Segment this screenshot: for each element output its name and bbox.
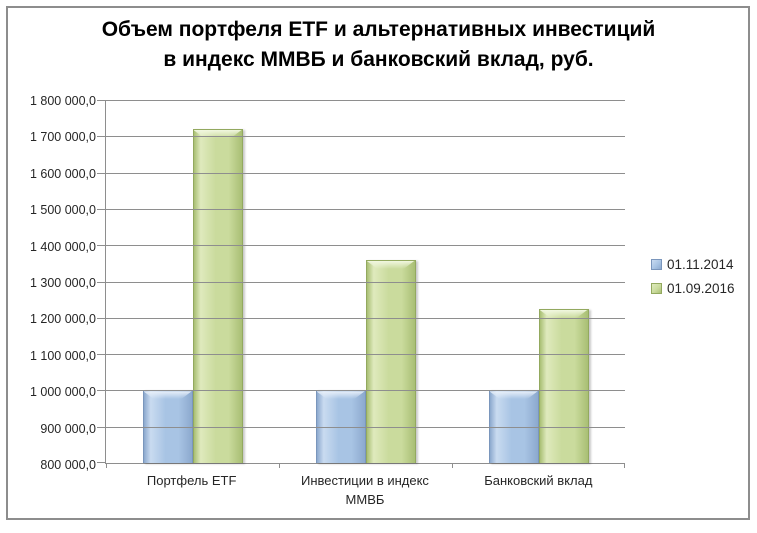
y-axis-tick xyxy=(97,100,105,101)
y-axis-label: 900 000,0 xyxy=(40,421,96,436)
gridline xyxy=(106,317,625,319)
y-axis-label: 1 800 000,0 xyxy=(29,94,96,108)
bar-01.09.2016-2 xyxy=(538,308,589,463)
plot-area xyxy=(97,100,625,468)
legend-label: 01.11.2014 xyxy=(667,257,734,272)
y-axis-tick xyxy=(97,281,105,283)
y-axis-label: 800 000,0 xyxy=(40,458,96,472)
y-axis-label: 1 100 000,0 xyxy=(29,348,96,363)
chart-title: Объем портфеля ETF и альтернативных инве… xyxy=(30,15,727,75)
x-axis-tick xyxy=(106,463,107,468)
legend-item: 01.09.2016 xyxy=(651,281,735,296)
legend-item: 01.11.2014 xyxy=(651,257,735,272)
y-axis-tick xyxy=(97,354,105,356)
gridline xyxy=(106,281,625,283)
x-axis-category-text: Портфель ETF xyxy=(146,473,237,488)
y-axis-label: 1 500 000,0 xyxy=(29,203,96,218)
x-axis-category-label: Банковский вклад xyxy=(452,471,625,509)
gridline xyxy=(106,245,625,247)
x-axis-tick xyxy=(278,463,280,468)
x-axis-category-text: Инвестиции в индекс ММВБ xyxy=(301,473,429,507)
y-axis-tick xyxy=(97,208,105,210)
y-axis-label: 1 000 000,0 xyxy=(29,385,96,400)
y-axis-label: 1 700 000,0 xyxy=(29,130,96,145)
gridline xyxy=(106,136,625,138)
y-axis-tick xyxy=(97,462,105,463)
x-axis-tick xyxy=(624,463,625,468)
y-axis-label: 1 200 000,0 xyxy=(29,312,96,327)
y-axis-labels: 800 000,0 900 000,0 1 000 000,0 1 100 000,0… xyxy=(0,94,96,472)
legend-label: 01.09.2016 xyxy=(667,281,735,296)
legend: 01.11.2014 01.09.2016 xyxy=(651,257,735,296)
y-axis-tick xyxy=(97,317,105,319)
legend-marker-icon xyxy=(651,283,662,294)
x-axis-category-label: Портфель ETF xyxy=(105,471,278,509)
y-axis-tick xyxy=(97,172,105,174)
legend-marker-icon xyxy=(651,259,662,270)
gridline xyxy=(106,426,625,428)
x-axis-labels: Портфель ETF Инвестиции в индекс ММВБ Банк… xyxy=(105,471,625,509)
y-axis-label: 1 400 000,0 xyxy=(29,239,96,254)
gridline xyxy=(106,354,625,356)
gridline xyxy=(106,172,625,174)
chart-title-line-2: в индекс ММВБ и банковский вклад, руб. xyxy=(163,48,594,71)
x-axis-tick xyxy=(452,463,453,468)
gridline xyxy=(106,100,625,101)
bar-01.09.2016-0 xyxy=(192,129,243,463)
y-axis-label: 1 300 000,0 xyxy=(29,276,96,290)
x-axis-category-text: Банковский вклад xyxy=(484,473,593,488)
y-axis-tick xyxy=(97,245,105,247)
y-axis-label: 1 600 000,0 xyxy=(29,166,96,181)
x-axis-category-label: Инвестиции в индекс ММВБ xyxy=(278,471,451,509)
chart-title-line-1: Объем портфеля ETF и альтернативных инве… xyxy=(101,18,656,41)
y-axis-tick xyxy=(97,136,105,138)
gridline xyxy=(106,390,625,392)
gridline xyxy=(106,208,625,210)
bar-01.09.2016-1 xyxy=(365,259,416,463)
bar-group xyxy=(106,100,279,463)
y-axis-tick xyxy=(97,390,105,392)
y-axis-tick xyxy=(97,426,105,428)
